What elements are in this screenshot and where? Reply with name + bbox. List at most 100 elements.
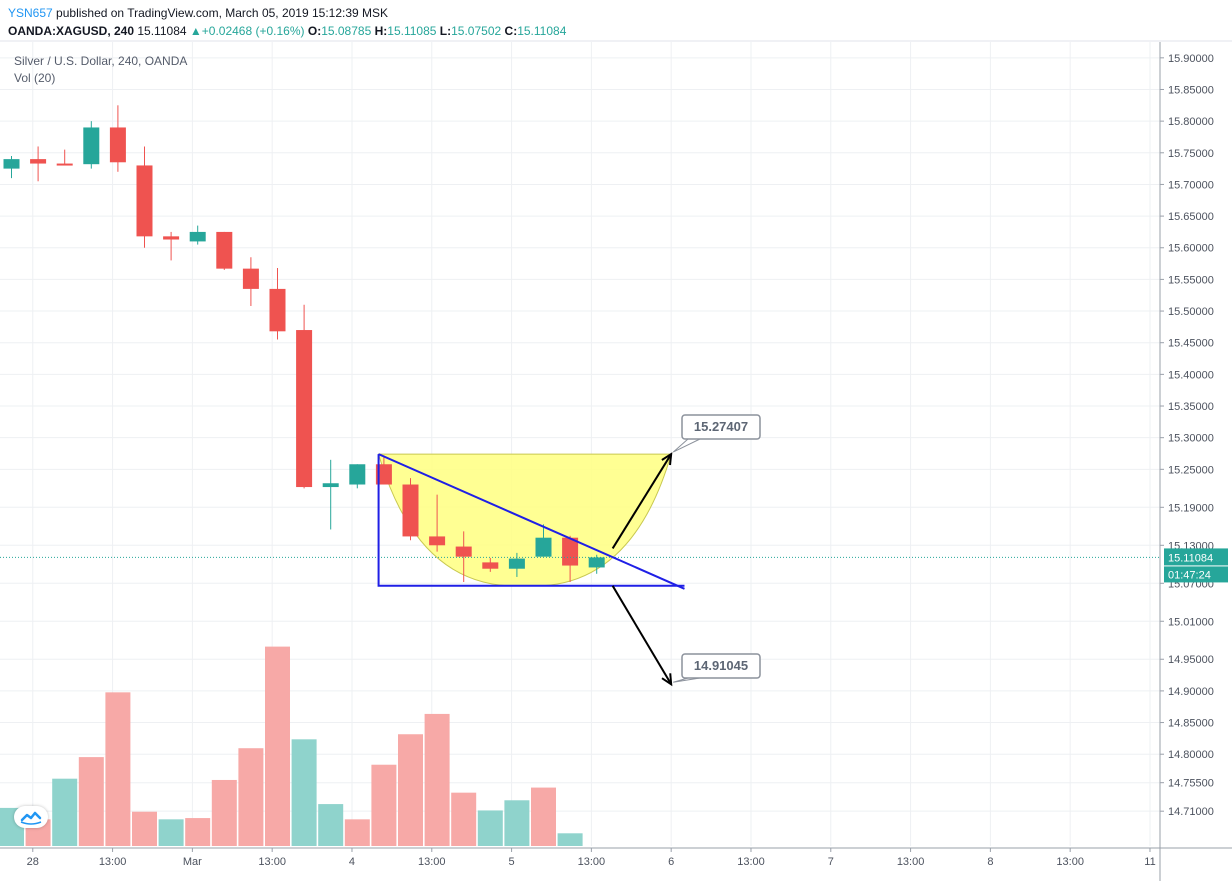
y-tick-label: 15.80000 bbox=[1168, 116, 1214, 128]
volume-bar bbox=[477, 810, 503, 846]
current-price-tag bbox=[1164, 548, 1228, 566]
candle-body bbox=[535, 537, 552, 557]
y-tick-label: 15.40000 bbox=[1168, 369, 1214, 381]
y-tick-label: 15.60000 bbox=[1168, 243, 1214, 255]
candle-body bbox=[269, 288, 286, 332]
x-tick-label: 4 bbox=[349, 856, 355, 868]
symbol-label: OANDA:XAGUSD, 240 bbox=[8, 24, 135, 38]
projection-arrow[interactable] bbox=[611, 453, 673, 549]
chart-header: YSN657 published on TradingView.com, Mar… bbox=[8, 4, 566, 40]
x-tick-label: 8 bbox=[987, 856, 993, 868]
candle-body bbox=[296, 330, 313, 488]
x-tick-label: 28 bbox=[27, 856, 39, 868]
close-label: C: bbox=[504, 24, 518, 38]
volume-indicator-label[interactable]: Vol (20) bbox=[14, 71, 56, 85]
volume-bar bbox=[158, 819, 184, 846]
y-tick-label: 15.55000 bbox=[1168, 274, 1214, 286]
x-tick-label: 13:00 bbox=[418, 856, 446, 868]
candle-body bbox=[136, 165, 153, 237]
y-tick-label: 14.80000 bbox=[1168, 749, 1214, 761]
author-name[interactable]: YSN657 bbox=[8, 6, 53, 20]
volume-bar bbox=[238, 748, 264, 846]
high-label: H: bbox=[374, 24, 388, 38]
tradingview-logo-icon[interactable] bbox=[14, 806, 48, 828]
x-tick-label: 13:00 bbox=[99, 856, 127, 868]
candle-body bbox=[402, 484, 419, 537]
x-tick-label: 6 bbox=[668, 856, 674, 868]
current-price-value: 15.11084 bbox=[1168, 552, 1213, 564]
volume-bar bbox=[78, 757, 104, 846]
candle-body bbox=[216, 231, 233, 269]
x-tick-label: 13:00 bbox=[1056, 856, 1084, 868]
x-tick-label: 13:00 bbox=[578, 856, 606, 868]
open-value: 15.08785 bbox=[321, 24, 372, 38]
volume-bar bbox=[291, 739, 317, 846]
candle-body bbox=[588, 557, 605, 568]
candle-body bbox=[322, 483, 339, 488]
volume-bar bbox=[185, 818, 211, 846]
y-tick-label: 15.45000 bbox=[1168, 338, 1214, 350]
candle-body bbox=[109, 127, 126, 163]
triangle-base-lines[interactable] bbox=[377, 454, 685, 587]
y-tick-label: 15.30000 bbox=[1168, 433, 1214, 445]
volume-bar bbox=[132, 811, 157, 846]
volume-bar bbox=[211, 779, 237, 846]
candle-body bbox=[242, 268, 259, 289]
triangle-diagonal-line[interactable] bbox=[378, 453, 685, 590]
price-target-callout[interactable] bbox=[681, 414, 761, 440]
y-tick-label: 14.71000 bbox=[1168, 806, 1214, 818]
volume-bar bbox=[52, 778, 78, 846]
price-target-callout[interactable] bbox=[681, 653, 761, 679]
volume-bar bbox=[504, 800, 530, 846]
y-tick-label: 15.65000 bbox=[1168, 211, 1214, 223]
candle-body bbox=[349, 464, 366, 485]
countdown-tag bbox=[1164, 566, 1228, 583]
low-label: L: bbox=[439, 24, 452, 38]
candle-body bbox=[83, 127, 100, 165]
x-tick-label: Mar bbox=[183, 856, 202, 868]
x-tick-label: 11 bbox=[1144, 856, 1155, 868]
y-tick-label: 15.70000 bbox=[1168, 179, 1214, 191]
price-target-label: 14.91045 bbox=[694, 658, 748, 673]
candle-body bbox=[455, 546, 472, 557]
volume-bar bbox=[344, 819, 370, 846]
y-tick-label: 15.50000 bbox=[1168, 306, 1214, 318]
open-label: O: bbox=[307, 24, 322, 38]
volume-bar bbox=[398, 734, 423, 846]
candle-body bbox=[482, 562, 499, 569]
price-target-label: 15.27407 bbox=[694, 419, 748, 434]
x-tick-label: 13:00 bbox=[737, 856, 765, 868]
y-tick-label: 14.95000 bbox=[1168, 654, 1214, 666]
y-tick-label: 15.90000 bbox=[1168, 53, 1214, 65]
candle-body bbox=[429, 536, 446, 546]
arrow-head bbox=[661, 673, 673, 687]
y-tick-label: 15.01000 bbox=[1168, 616, 1214, 628]
volume-bar bbox=[265, 646, 290, 846]
y-tick-label: 14.85000 bbox=[1168, 718, 1214, 730]
x-tick-label: 13:00 bbox=[258, 856, 286, 868]
y-tick-label: 15.85000 bbox=[1168, 84, 1214, 96]
candle-body bbox=[30, 159, 47, 164]
y-tick-label: 15.25000 bbox=[1168, 464, 1214, 476]
countdown-value: 01:47:24 bbox=[1168, 569, 1211, 581]
high-value: 15.11085 bbox=[387, 24, 437, 38]
low-value: 15.07502 bbox=[451, 24, 502, 38]
candle-body bbox=[56, 163, 73, 166]
y-tick-label: 15.19000 bbox=[1168, 502, 1214, 514]
candle-body bbox=[3, 159, 20, 169]
arrow-head bbox=[661, 452, 673, 466]
x-tick-label: 13:00 bbox=[897, 856, 925, 868]
close-value: 15.11084 bbox=[517, 24, 567, 38]
series-legend: Silver / U.S. Dollar, 240, OANDA Vol (20… bbox=[14, 53, 187, 87]
series-title[interactable]: Silver / U.S. Dollar, 240, OANDA bbox=[14, 54, 188, 68]
callout-pointer bbox=[672, 438, 701, 453]
volume-bar bbox=[105, 692, 131, 846]
volume-bar bbox=[318, 804, 344, 846]
price-change: ▲+0.02468 (+0.16%) bbox=[189, 24, 305, 38]
y-tick-label: 14.75500 bbox=[1168, 778, 1214, 790]
candle-body bbox=[375, 464, 392, 485]
projection-arrow[interactable] bbox=[611, 585, 673, 685]
candle-body bbox=[508, 558, 525, 569]
y-tick-label: 15.35000 bbox=[1168, 401, 1214, 413]
